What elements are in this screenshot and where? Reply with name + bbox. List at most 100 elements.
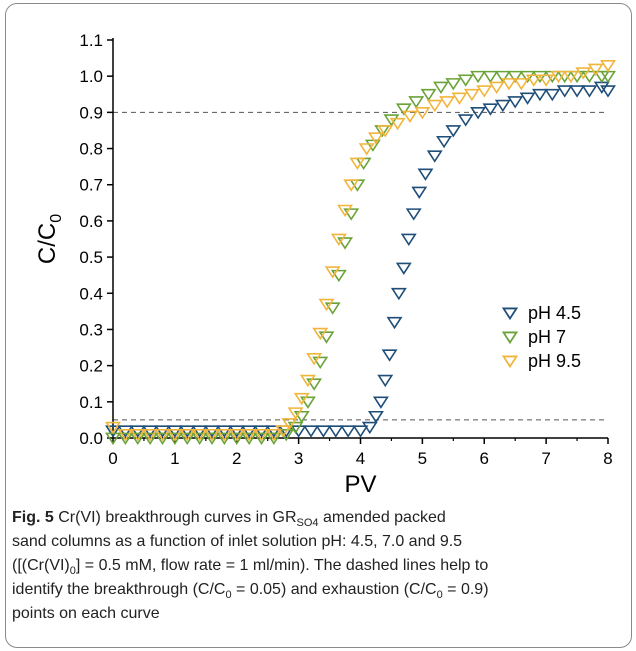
y-tick-label: 1.0 (79, 67, 103, 86)
data-point (179, 432, 196, 446)
data-point (436, 135, 452, 149)
data-point (142, 432, 159, 446)
data-point (142, 429, 159, 442)
data-point (312, 356, 329, 370)
y-tick-label: 0.2 (79, 357, 103, 376)
x-tick-label: 6 (480, 449, 489, 468)
data-point (538, 74, 555, 87)
figure-caption: Fig. 5 Cr(VI) breakthrough curves in GRS… (12, 506, 624, 626)
data-point (216, 432, 233, 446)
data-point (275, 425, 292, 438)
data-point (414, 107, 431, 120)
data-point (349, 157, 366, 171)
data-point (293, 410, 310, 424)
data-point (408, 96, 425, 109)
data-point (531, 70, 548, 84)
y-tick-label: 0.4 (79, 284, 103, 303)
x-tick-label: 0 (108, 449, 117, 468)
data-point (400, 233, 417, 247)
data-point (470, 70, 487, 84)
data-point (352, 425, 369, 438)
data-point (343, 179, 360, 192)
y-tick-label: 1.1 (79, 31, 103, 50)
data-point (166, 429, 183, 442)
legend-marker (501, 355, 519, 369)
data-point (488, 81, 505, 95)
data-point (389, 117, 406, 131)
data-point (216, 425, 233, 438)
data-point (395, 262, 412, 275)
data-point (390, 287, 407, 301)
y-tick-label: 0.7 (79, 176, 103, 195)
data-point (179, 429, 196, 442)
caption-text-4c: = 0.9) (442, 581, 489, 598)
data-point (445, 78, 462, 91)
data-point (513, 78, 530, 91)
breakthrough-chart: 0.0 0.1 0.2 0.3 0.4 0.5 0.6 0.7 0.8 0.9 1.0 1.1 0 1 2 3… (34, 31, 616, 498)
data-point (191, 425, 208, 438)
data-point (228, 429, 245, 442)
x-tick-label: 1 (170, 449, 179, 468)
data-point (330, 269, 347, 283)
data-point (228, 432, 245, 446)
data-point (501, 78, 517, 91)
data-point (368, 132, 384, 145)
data-point (587, 63, 604, 76)
data-point (228, 425, 245, 438)
data-point (482, 103, 499, 116)
data-point (287, 421, 304, 435)
legend-marker (501, 331, 519, 345)
x-tick-label: 3 (294, 449, 303, 468)
data-point (340, 425, 357, 438)
data-point (402, 110, 418, 123)
data-point (154, 432, 171, 446)
data-point (457, 114, 474, 127)
data-point (154, 425, 171, 438)
data-point (142, 425, 159, 438)
data-point (204, 432, 220, 446)
caption-line-2: sand columns as a function of inlet solu… (12, 533, 463, 550)
caption-line-5: points on each curve (12, 605, 160, 622)
data-point (575, 67, 592, 80)
data-point (241, 432, 258, 446)
data-point (154, 429, 171, 442)
data-point (204, 425, 220, 438)
data-point (105, 425, 121, 438)
data-point (476, 85, 493, 98)
data-point (281, 418, 298, 431)
data-point (372, 396, 389, 409)
data-point (129, 432, 146, 446)
data-point (405, 208, 422, 221)
data-point (191, 429, 208, 442)
caption-text-1a: Cr(VI) breakthrough curves in GR (53, 509, 297, 526)
data-point (432, 81, 449, 95)
data-point (253, 432, 270, 446)
caption-text-1b: amended packed (318, 509, 446, 526)
data-point (519, 92, 536, 105)
data-point (600, 59, 616, 73)
data-point (299, 374, 316, 388)
caption-sub-0c: 0 (436, 589, 443, 602)
data-point (507, 96, 524, 109)
data-point (383, 114, 400, 127)
data-point (494, 99, 511, 113)
data-point (306, 353, 323, 366)
caption-sub-0: 0 (69, 565, 76, 578)
data-point (287, 407, 304, 420)
data-point (179, 425, 196, 438)
data-point (600, 85, 616, 98)
data-point (293, 392, 310, 406)
data-point (306, 378, 323, 391)
data-point (241, 425, 258, 438)
data-point (386, 316, 403, 330)
data-point (324, 266, 341, 279)
y-tick-label: 0.9 (79, 103, 103, 122)
data-point (525, 74, 542, 87)
data-point (117, 432, 134, 446)
data-point (457, 74, 474, 87)
x-tick-label: 5 (418, 449, 427, 468)
data-point (253, 429, 270, 442)
y-axis-title: C/C0 (34, 214, 65, 264)
data-point (253, 425, 270, 438)
caption-line-1: Fig. 5 Cr(VI) breakthrough curves in GRS… (12, 506, 624, 530)
